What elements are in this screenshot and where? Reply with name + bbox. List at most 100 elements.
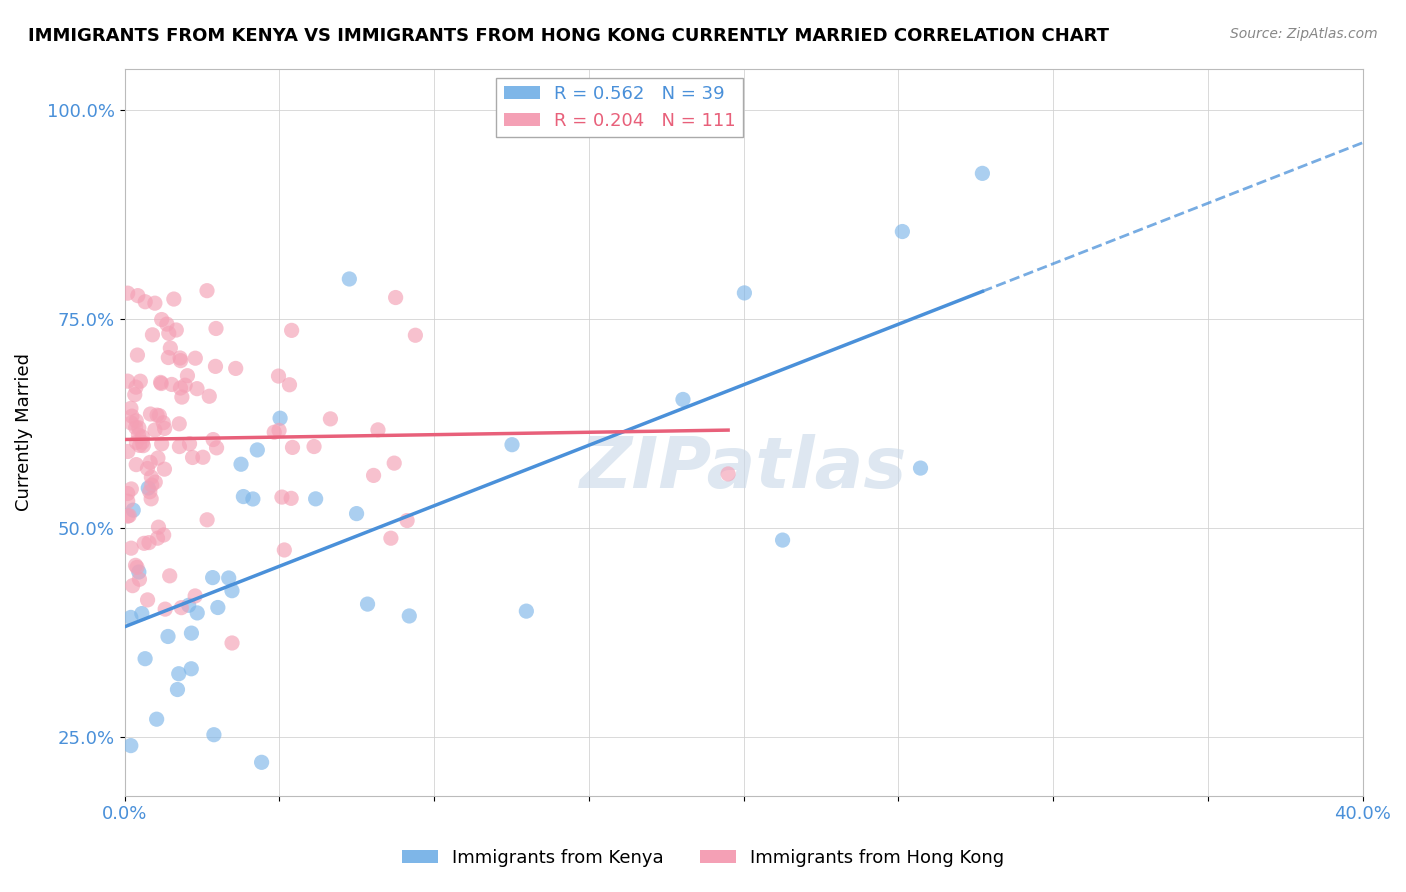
Point xyxy=(122,503,145,517)
Point xyxy=(382,456,405,470)
Point xyxy=(153,602,176,616)
Point xyxy=(733,285,755,300)
Point xyxy=(221,636,243,650)
Point xyxy=(131,430,153,444)
Point xyxy=(120,401,142,416)
Point xyxy=(242,491,264,506)
Point xyxy=(152,528,174,542)
Point xyxy=(271,490,294,504)
Point xyxy=(515,604,537,618)
Point xyxy=(356,597,378,611)
Point xyxy=(152,416,174,430)
Y-axis label: Currently Married: Currently Married xyxy=(15,353,32,511)
Point xyxy=(134,651,156,665)
Legend: R = 0.562   N = 39, R = 0.204   N = 111: R = 0.562 N = 39, R = 0.204 N = 111 xyxy=(496,78,744,137)
Text: Source: ZipAtlas.com: Source: ZipAtlas.com xyxy=(1230,27,1378,41)
Point xyxy=(180,626,202,640)
Point xyxy=(148,409,170,423)
Point xyxy=(229,457,252,471)
Point xyxy=(125,414,148,428)
Point xyxy=(170,390,193,404)
Point xyxy=(117,494,139,508)
Point xyxy=(121,409,143,424)
Point xyxy=(195,284,218,298)
Point xyxy=(205,321,228,335)
Point xyxy=(150,437,173,451)
Point xyxy=(159,341,181,355)
Point xyxy=(127,348,149,362)
Point xyxy=(120,416,142,430)
Point xyxy=(198,389,221,403)
Point xyxy=(169,351,191,365)
Point xyxy=(128,438,150,452)
Point xyxy=(125,435,148,450)
Point xyxy=(138,535,160,549)
Point xyxy=(117,486,139,500)
Point xyxy=(159,569,181,583)
Point xyxy=(117,444,139,458)
Point xyxy=(132,439,155,453)
Point xyxy=(179,436,201,450)
Point xyxy=(136,481,159,495)
Point xyxy=(184,351,207,366)
Point xyxy=(169,353,191,368)
Point xyxy=(204,359,226,374)
Point xyxy=(120,482,142,496)
Point xyxy=(202,433,225,447)
Point xyxy=(280,491,302,506)
Point xyxy=(176,368,198,383)
Point xyxy=(174,378,197,392)
Point xyxy=(145,712,167,726)
Point xyxy=(127,428,149,442)
Point xyxy=(319,412,342,426)
Point xyxy=(280,323,302,337)
Point xyxy=(148,520,170,534)
Point xyxy=(157,351,180,365)
Point xyxy=(121,579,143,593)
Point xyxy=(146,408,169,422)
Point xyxy=(146,531,169,545)
Legend: Immigrants from Kenya, Immigrants from Hong Kong: Immigrants from Kenya, Immigrants from H… xyxy=(394,842,1012,874)
Text: ZIPatlas: ZIPatlas xyxy=(579,434,907,503)
Point xyxy=(181,450,204,465)
Point xyxy=(201,571,224,585)
Point xyxy=(167,666,190,681)
Point xyxy=(120,610,142,624)
Point xyxy=(136,461,159,475)
Point xyxy=(263,425,285,440)
Point xyxy=(367,423,389,437)
Point xyxy=(246,442,269,457)
Point xyxy=(143,423,166,437)
Point xyxy=(384,291,406,305)
Point xyxy=(180,662,202,676)
Point xyxy=(191,450,214,465)
Point xyxy=(160,377,183,392)
Point xyxy=(170,600,193,615)
Point xyxy=(169,381,191,395)
Point xyxy=(124,558,146,573)
Point xyxy=(153,421,176,435)
Point xyxy=(380,531,402,545)
Point xyxy=(156,317,179,331)
Point xyxy=(278,377,301,392)
Point xyxy=(337,272,360,286)
Point xyxy=(143,296,166,310)
Point xyxy=(141,491,163,506)
Point xyxy=(117,286,139,301)
Point xyxy=(131,435,153,450)
Point xyxy=(273,543,295,558)
Point xyxy=(396,514,419,528)
Point xyxy=(139,407,162,421)
Point xyxy=(157,326,180,341)
Point xyxy=(124,387,146,401)
Point xyxy=(267,369,290,384)
Point xyxy=(186,606,208,620)
Point xyxy=(205,441,228,455)
Point xyxy=(363,468,385,483)
Point xyxy=(149,376,172,390)
Point xyxy=(166,682,188,697)
Point xyxy=(304,491,326,506)
Point xyxy=(267,424,290,438)
Point xyxy=(141,327,163,342)
Point xyxy=(221,583,243,598)
